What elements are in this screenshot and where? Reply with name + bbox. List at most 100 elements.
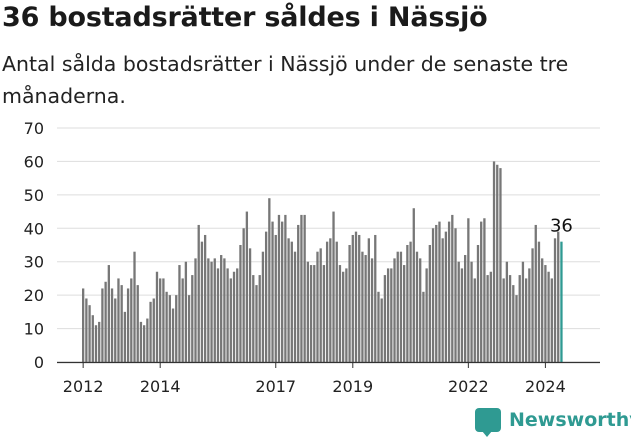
bar <box>415 251 419 362</box>
bar <box>88 305 91 362</box>
bar <box>553 238 557 362</box>
bar <box>306 261 310 362</box>
bar <box>463 255 467 362</box>
bar <box>303 214 306 362</box>
y-tick-label: 20 <box>24 286 44 305</box>
bar <box>396 251 399 362</box>
bar <box>457 261 460 362</box>
bar <box>358 234 361 362</box>
bar <box>451 214 454 362</box>
bar <box>255 285 258 362</box>
bar <box>364 255 367 362</box>
bar <box>486 275 489 362</box>
bar <box>175 295 178 362</box>
bar <box>184 261 188 362</box>
bar <box>207 258 210 362</box>
bar <box>537 241 541 362</box>
bar <box>454 228 457 362</box>
bar <box>248 248 252 362</box>
bar <box>94 325 98 362</box>
x-tick-label: 2022 <box>448 377 489 396</box>
bar <box>261 251 265 362</box>
bar <box>171 308 175 362</box>
bar <box>409 241 412 362</box>
bar <box>281 221 284 362</box>
bar <box>338 265 342 362</box>
bar <box>502 278 505 362</box>
bar <box>239 245 242 362</box>
bar <box>483 218 486 362</box>
bar <box>467 218 470 362</box>
bar <box>524 278 528 362</box>
bar <box>264 231 268 362</box>
bar <box>117 278 120 362</box>
bar <box>200 241 204 362</box>
bar <box>133 251 136 362</box>
bar <box>232 271 236 362</box>
bar <box>547 271 550 362</box>
highlight-value-label: 36 <box>550 216 573 237</box>
bar <box>476 245 480 362</box>
bar <box>435 224 438 362</box>
bar <box>319 248 322 362</box>
bar <box>316 251 319 362</box>
bar <box>399 251 403 362</box>
bar <box>168 295 171 362</box>
bar <box>178 265 181 362</box>
newsworthy-logo-icon <box>475 408 501 437</box>
bar <box>203 234 207 362</box>
bar <box>210 261 213 362</box>
bar <box>515 295 518 362</box>
bar <box>345 268 348 362</box>
bar <box>123 311 127 362</box>
bar <box>181 278 184 362</box>
bar <box>325 241 329 362</box>
bar <box>252 275 255 362</box>
bar <box>541 258 544 362</box>
bar <box>162 278 165 362</box>
bar <box>187 295 191 362</box>
bar <box>139 321 143 362</box>
bar <box>370 258 374 362</box>
bar <box>380 298 383 362</box>
bar <box>534 224 537 362</box>
bar <box>130 278 133 362</box>
bar <box>447 221 451 362</box>
bar <box>518 275 521 362</box>
bar <box>194 258 197 362</box>
bar <box>149 301 152 362</box>
bar <box>104 281 107 362</box>
bar <box>110 288 114 362</box>
bar <box>274 234 277 362</box>
bar <box>354 231 358 362</box>
bar <box>444 231 448 362</box>
bar <box>213 258 216 362</box>
y-tick-label: 60 <box>24 152 44 171</box>
bar <box>287 238 290 362</box>
bar <box>531 248 534 362</box>
bar <box>146 318 149 362</box>
bar <box>377 291 380 362</box>
bar <box>351 234 354 362</box>
bar <box>473 278 476 362</box>
bar <box>332 211 335 362</box>
bar <box>101 288 104 362</box>
bar <box>505 261 509 362</box>
bar <box>216 268 220 362</box>
y-tick-label: 10 <box>24 320 44 339</box>
bar <box>114 298 117 362</box>
bar <box>329 238 332 362</box>
bar <box>91 315 94 362</box>
bar <box>528 268 531 362</box>
bar <box>98 321 101 362</box>
bar <box>142 325 146 362</box>
bar <box>348 245 351 362</box>
bar <box>313 265 316 362</box>
bar <box>512 285 515 362</box>
bar <box>290 241 293 362</box>
bar <box>335 241 338 362</box>
bar <box>544 265 547 362</box>
bar <box>521 261 525 362</box>
bar <box>403 265 406 362</box>
